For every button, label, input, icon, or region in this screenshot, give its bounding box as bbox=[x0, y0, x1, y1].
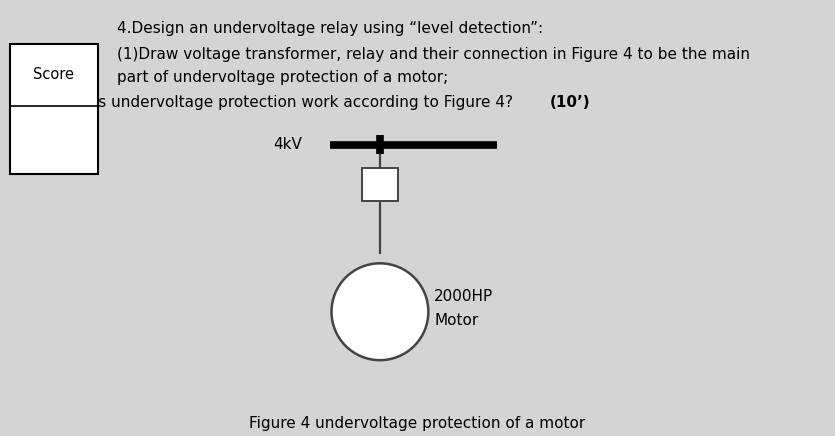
Text: (1)Draw voltage transformer, relay and their connection in Figure 4 to be the ma: (1)Draw voltage transformer, relay and t… bbox=[117, 47, 750, 62]
Text: (10’): (10’) bbox=[549, 95, 590, 110]
Text: Figure 4 undervoltage protection of a motor: Figure 4 undervoltage protection of a mo… bbox=[250, 416, 585, 431]
Text: 4kV: 4kV bbox=[273, 137, 302, 152]
Text: 4.Design an undervoltage relay using “level detection”:: 4.Design an undervoltage relay using “le… bbox=[117, 21, 543, 36]
Text: Motor: Motor bbox=[434, 313, 478, 328]
Text: 2000HP: 2000HP bbox=[434, 289, 493, 304]
Text: part of undervoltage protection of a motor;: part of undervoltage protection of a mot… bbox=[117, 70, 448, 85]
Text: Score: Score bbox=[33, 67, 74, 82]
Ellipse shape bbox=[331, 263, 428, 360]
Bar bbox=[362, 168, 398, 201]
Text: (2)How does undervoltage protection work according to Figure 4?: (2)How does undervoltage protection work… bbox=[10, 95, 518, 110]
Bar bbox=[10, 44, 98, 174]
